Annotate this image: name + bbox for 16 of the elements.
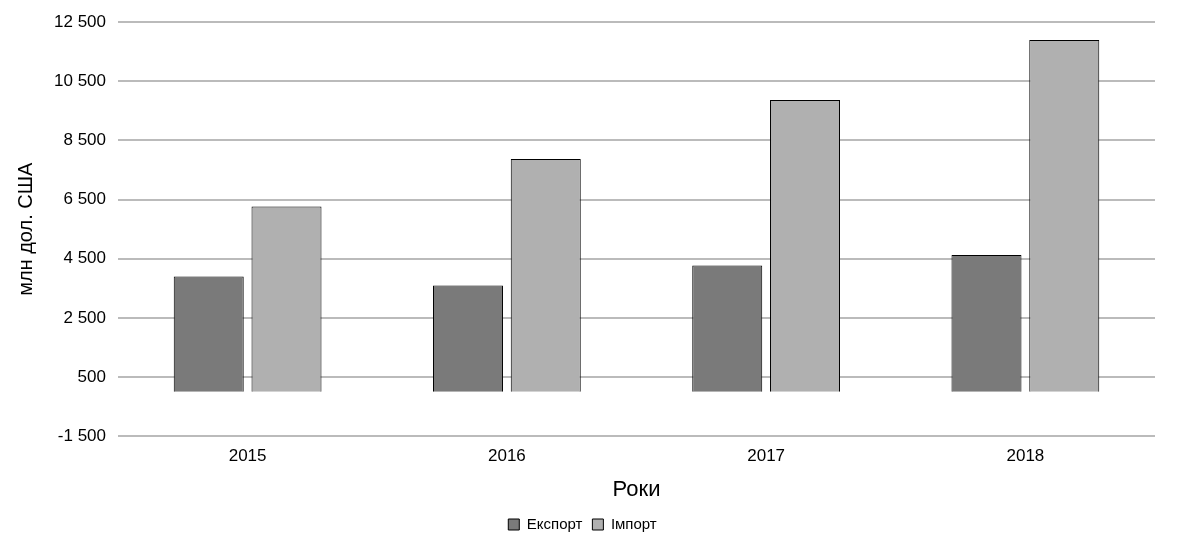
x-tick-label: 2018 (1006, 446, 1045, 466)
y-tick-label: -1 500 (57, 425, 106, 445)
y-tick-label: 12 500 (54, 11, 106, 31)
y-tick-label: 2 500 (63, 307, 106, 327)
y-tick-label: 8 500 (63, 130, 106, 150)
x-tick-label: 2015 (228, 446, 267, 466)
x-axis-title: Роки (612, 475, 661, 501)
y-axis-title: млн дол. США (13, 161, 36, 296)
y-tick-label: 6 500 (63, 189, 106, 209)
y-tick-label: 10 500 (54, 71, 106, 91)
y-tick-label: 500 (77, 366, 106, 386)
y-tick-label: 4 500 (63, 248, 106, 268)
x-tick-label: 2016 (487, 446, 526, 466)
x-tick-label: 2017 (747, 446, 786, 466)
legend-label: Імпорт (610, 514, 657, 532)
legend-label: Експорт (526, 514, 583, 532)
